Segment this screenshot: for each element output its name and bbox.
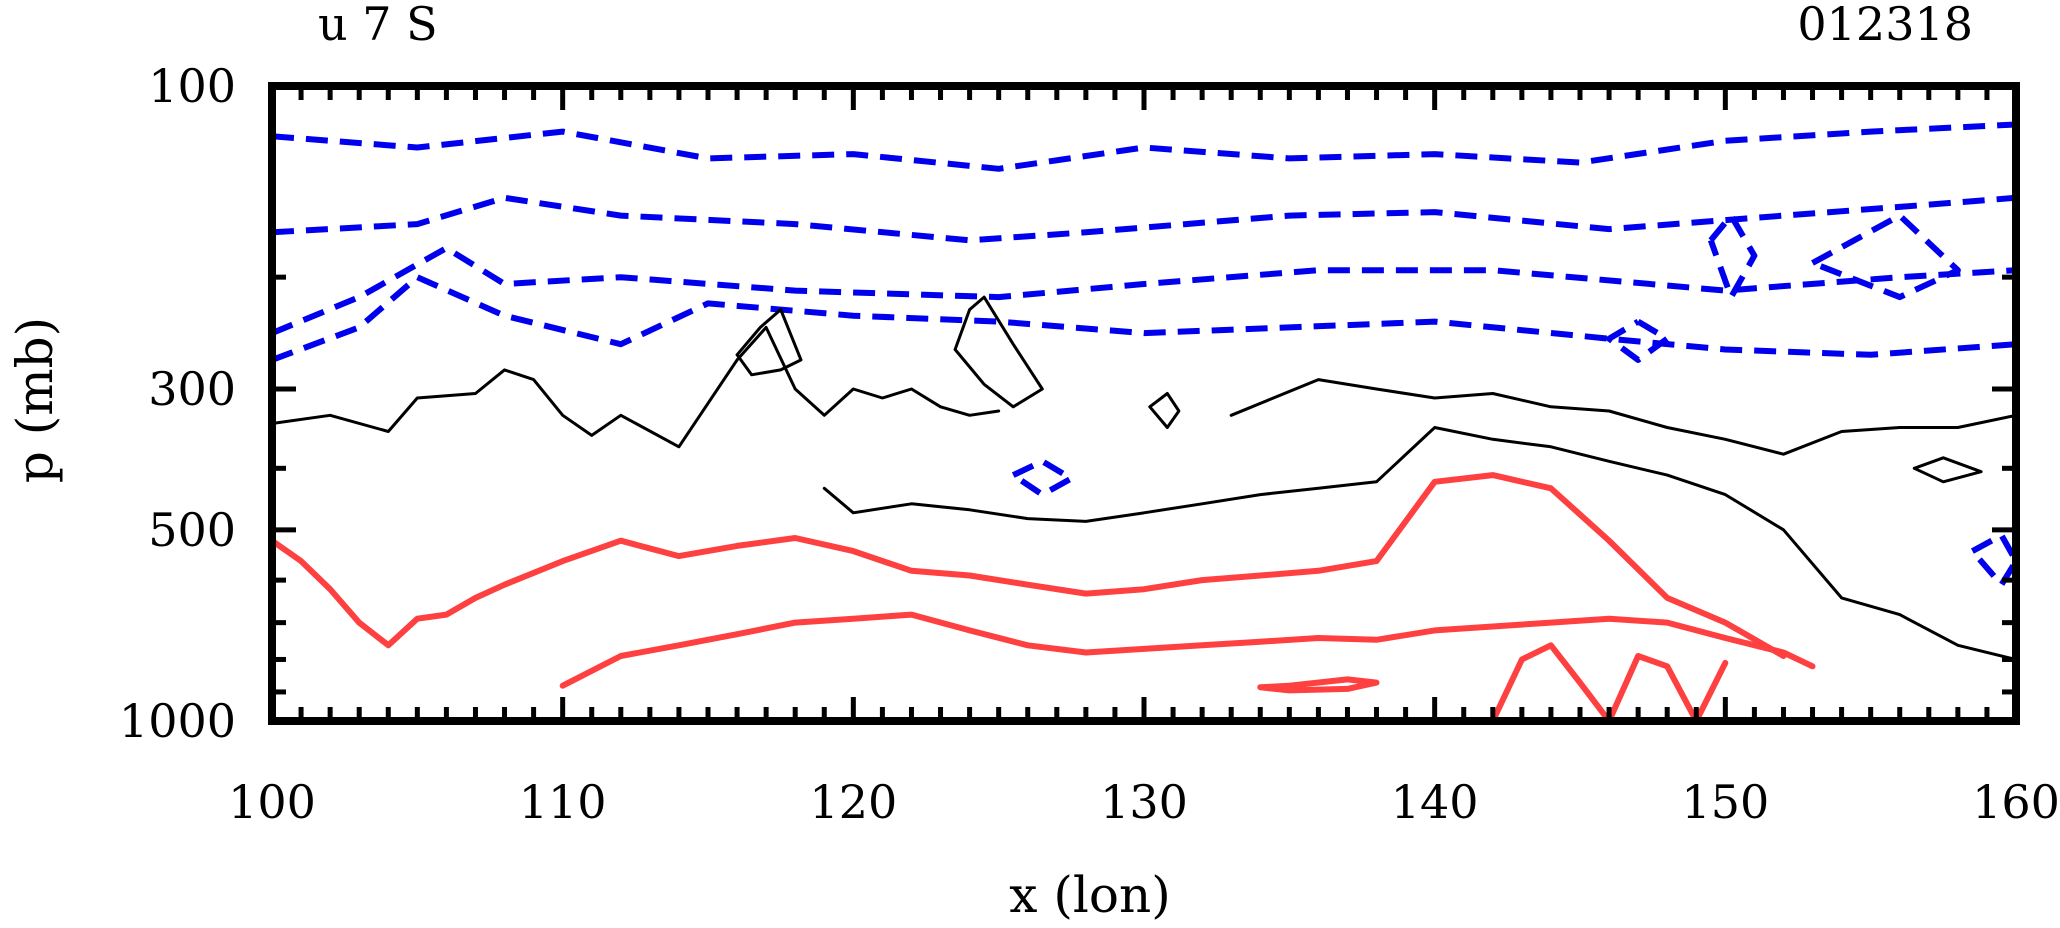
plot-frame <box>268 82 2020 725</box>
x-tick-label-100: 100 <box>228 775 316 829</box>
x-tick-label-120: 120 <box>809 775 897 829</box>
x-tick-label-130: 130 <box>1100 775 1188 829</box>
x-tick-label-150: 150 <box>1681 775 1769 829</box>
contour-line-negative-4 <box>1011 458 1075 498</box>
contour-line-zero-3 <box>953 295 1044 409</box>
contour-line-zero-0 <box>272 325 1001 449</box>
x-tick-label-110: 110 <box>519 775 607 829</box>
y-axis-title: p (mb) <box>6 317 64 483</box>
header-right-label: 012318 <box>1797 0 1973 51</box>
contour-line-positive-1 <box>559 611 1816 689</box>
y-tick-label-500: 500 <box>148 503 236 557</box>
contour-line-negative-8 <box>1970 532 2016 588</box>
x-tick-label-140: 140 <box>1391 775 1479 829</box>
contour-line-negative-1 <box>272 194 2016 244</box>
contour-line-zero-2 <box>1229 378 2016 456</box>
y-tick-label-100: 100 <box>148 59 236 113</box>
contour-line-zero-1 <box>822 426 2016 661</box>
contour-line-negative-3 <box>272 274 2016 363</box>
contour-line-negative-7 <box>1606 319 1671 363</box>
y-tick-labels: 100 300 500 1000 <box>119 59 236 748</box>
x-tick-labels: 100 110 120 130 140 150 160 <box>228 775 2060 829</box>
contour-line-negative-5 <box>1707 212 1758 301</box>
contour-line-negative-2 <box>272 245 2016 336</box>
contour-line-negative-0 <box>272 121 2016 172</box>
contour-line-positive-0 <box>272 472 1787 659</box>
contour-line-zero-6 <box>1912 456 1983 484</box>
contour-line-negative-6 <box>1811 212 1961 301</box>
y-tick-label-1000: 1000 <box>119 694 236 748</box>
x-axis-title: x (lon) <box>1009 866 1170 923</box>
tick-layer <box>269 83 2019 724</box>
contour-line-zero-5 <box>1148 392 1181 429</box>
header-left-label: u 7 S <box>318 0 438 51</box>
x-tick-label-160: 160 <box>1972 775 2060 829</box>
y-tick-label-300: 300 <box>148 362 236 416</box>
contour-line-positive-3 <box>1489 642 1729 721</box>
contour-line-zero-4 <box>735 308 803 377</box>
contour-line-positive-2 <box>1257 676 1380 694</box>
contour-layer <box>272 121 2016 721</box>
